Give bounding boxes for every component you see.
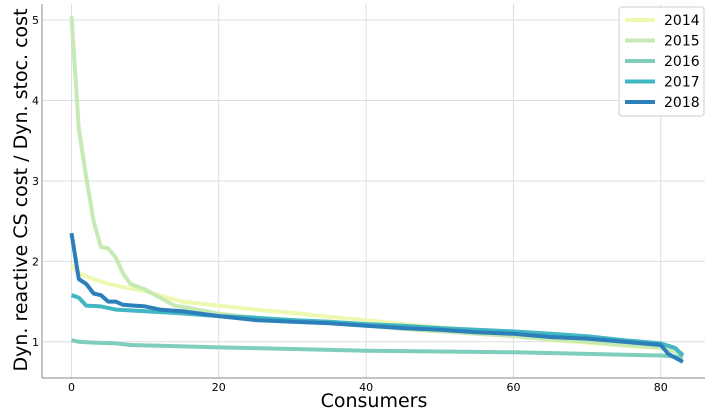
axes xyxy=(41,4,705,379)
series-line-2016 xyxy=(71,338,684,360)
y-tick-label: 5 xyxy=(32,14,39,27)
y-tick-label: 1 xyxy=(32,336,39,349)
x-tick-label: 40 xyxy=(359,381,373,394)
legend: 2014 2015 2016 2017 2018 xyxy=(618,6,705,117)
series-lines xyxy=(69,15,685,364)
legend-label-2015: 2015 xyxy=(664,34,700,50)
x-tick-label: 0 xyxy=(68,381,75,394)
legend-label-2014: 2014 xyxy=(664,13,700,29)
grid xyxy=(42,4,705,378)
series-line-2018 xyxy=(69,232,684,364)
legend-label-2016: 2016 xyxy=(664,54,700,70)
x-tick-label: 80 xyxy=(654,381,668,394)
legend-box xyxy=(618,6,705,117)
y-tick-label: 2 xyxy=(32,255,39,268)
x-tick-label: 20 xyxy=(212,381,226,394)
legend-label-2017: 2017 xyxy=(664,75,700,91)
y-tick-label: 3 xyxy=(32,175,39,188)
x-axis-title: Consumers xyxy=(321,390,428,412)
x-tick-label: 60 xyxy=(506,381,520,394)
x-tick-labels: 0 20 40 60 80 xyxy=(68,381,668,394)
series-line-2015 xyxy=(69,15,684,356)
y-axis-title: Dyn. reactive CS cost / Dyn. stoc. cost xyxy=(10,8,32,371)
y-tick-label: 4 xyxy=(32,95,39,108)
legend-label-2018: 2018 xyxy=(664,95,700,111)
y-tick-labels: 1 2 3 4 5 xyxy=(32,14,39,349)
